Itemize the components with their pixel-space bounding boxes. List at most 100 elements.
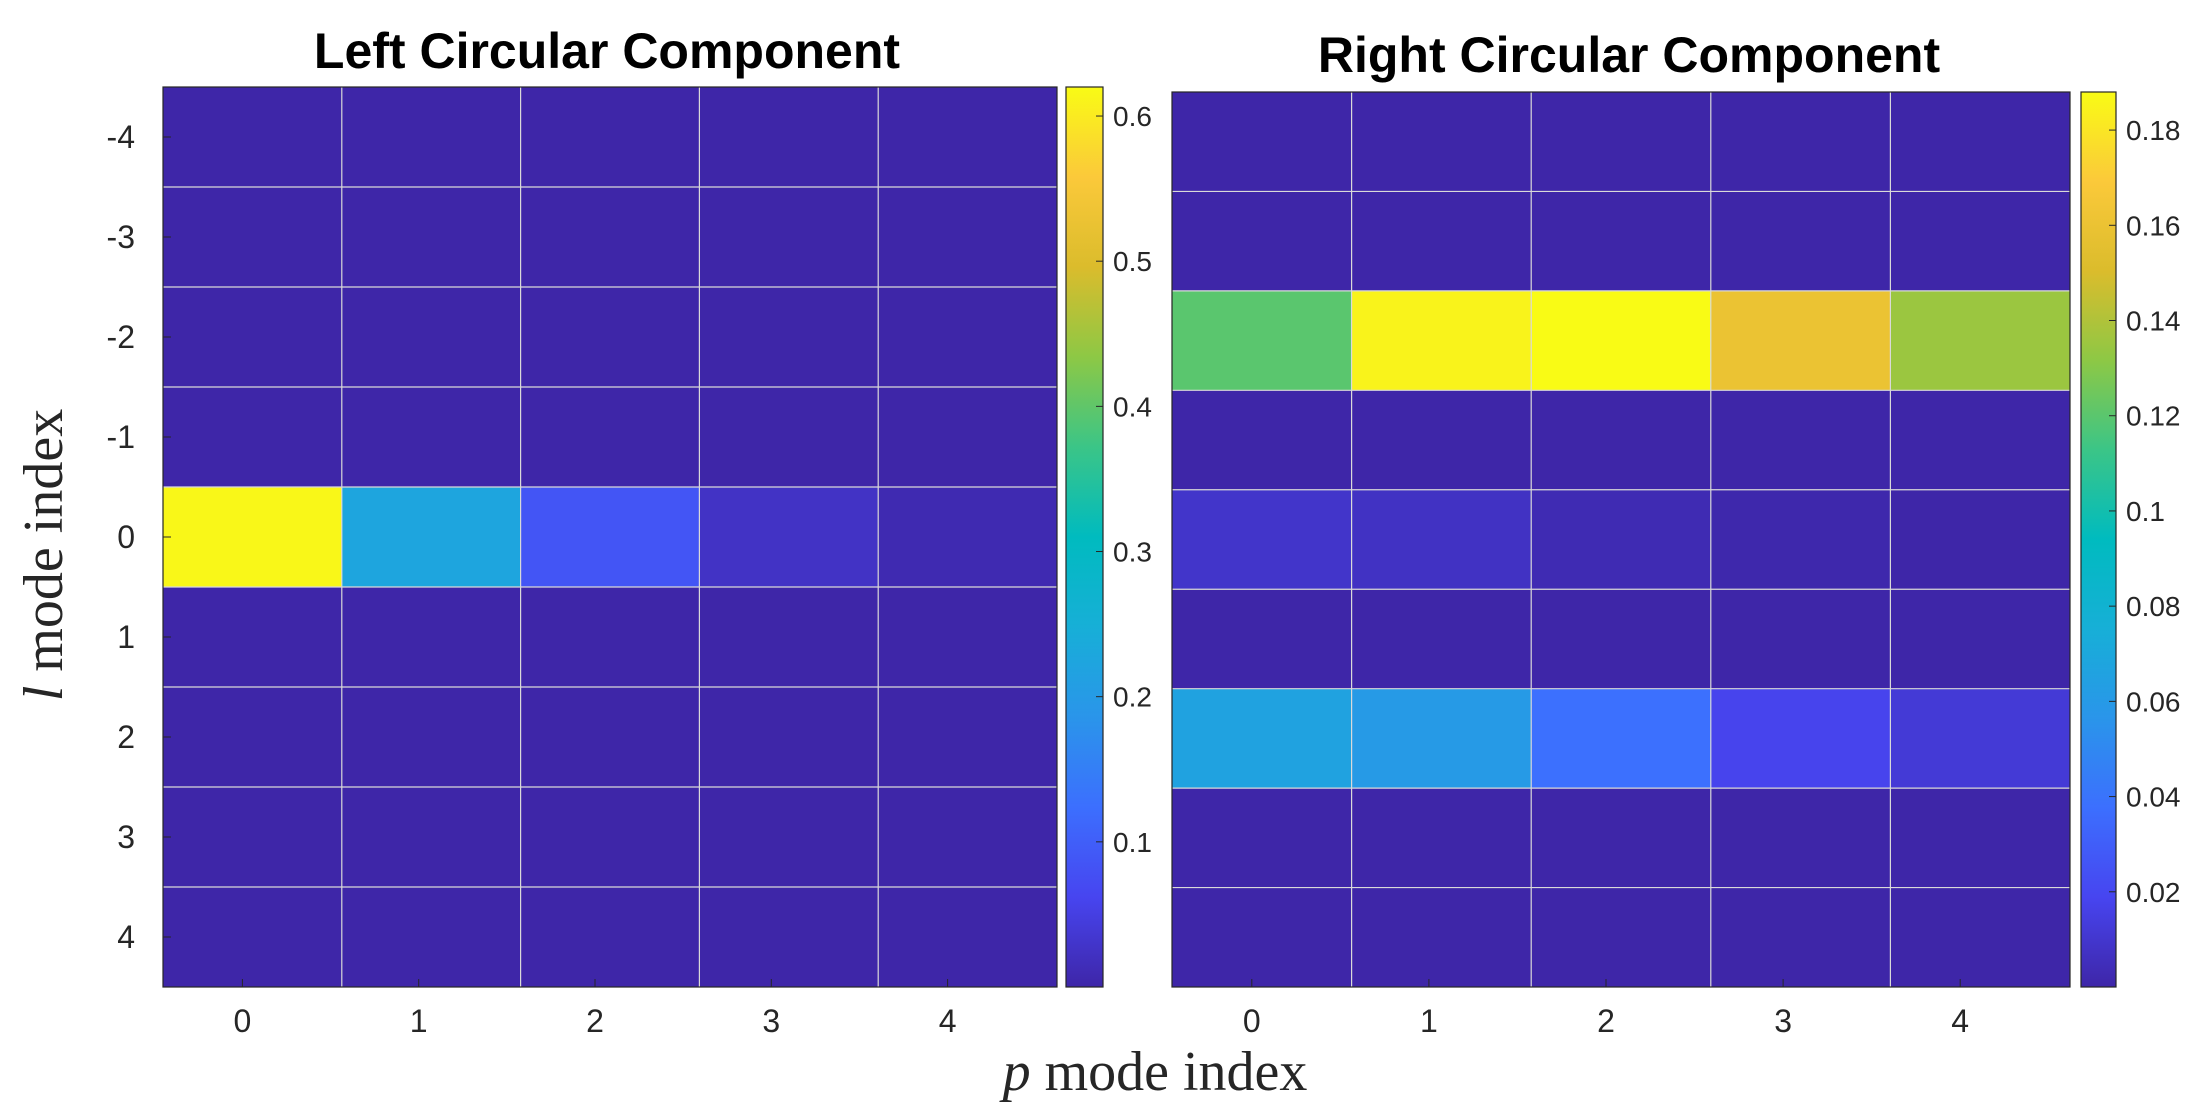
y-tick-label: 3 bbox=[117, 819, 135, 855]
left-heatmap bbox=[162, 86, 1058, 988]
left-chart-title: Left Circular Component bbox=[314, 23, 900, 79]
heatmap-cell bbox=[878, 587, 1058, 688]
heatmap-cell bbox=[341, 687, 522, 788]
heatmap-cell bbox=[1890, 788, 2071, 889]
y-axis-label-var: l bbox=[13, 686, 75, 702]
x-tick-label: 2 bbox=[586, 1003, 604, 1039]
colorbar-gradient bbox=[2081, 92, 2116, 987]
colorbar-tick-label: 0.14 bbox=[2126, 306, 2181, 337]
y-tick-label: 2 bbox=[117, 719, 135, 755]
colorbar-tick-label: 0.6 bbox=[1113, 101, 1152, 132]
heatmap-cell bbox=[1710, 92, 1891, 192]
heatmap-cell bbox=[699, 187, 879, 288]
right-colorbar: 0.02 0.04 0.06 0.08 0.1 0.12 0.14 0.16 0.18 bbox=[2080, 91, 2181, 988]
x-tick-label: 0 bbox=[234, 1003, 252, 1039]
x-tick-label: 1 bbox=[1420, 1003, 1438, 1039]
heatmap-cell bbox=[699, 387, 879, 488]
right-x-tick-labels: 0 1 2 3 4 bbox=[1243, 979, 1969, 1039]
right-heatmap bbox=[1171, 91, 2071, 988]
heatmap-cell bbox=[1531, 290, 1712, 391]
heatmap-cell bbox=[163, 387, 343, 488]
heatmap-cell bbox=[1351, 191, 1532, 292]
x-tick-label: 0 bbox=[1243, 1003, 1261, 1039]
x-tick-label: 3 bbox=[762, 1003, 780, 1039]
colorbar-tick-label: 0.04 bbox=[2126, 782, 2181, 813]
heatmap-cell bbox=[520, 787, 700, 888]
x-axis-label-var: p bbox=[999, 1041, 1031, 1103]
heatmap-cell bbox=[1531, 489, 1712, 590]
heatmap-cell bbox=[163, 487, 343, 588]
heatmap-cell bbox=[878, 287, 1058, 388]
colorbar-tick-label: 0.3 bbox=[1113, 537, 1152, 568]
heatmap-cell bbox=[1890, 390, 2071, 491]
heatmap-cell bbox=[1172, 589, 1353, 690]
heatmap-cell bbox=[699, 487, 879, 588]
x-axis-label: p mode index bbox=[999, 1041, 1308, 1103]
heatmap-cell bbox=[1710, 887, 1891, 988]
heatmap-cell bbox=[341, 487, 522, 588]
heatmap-cell bbox=[878, 187, 1058, 288]
colorbar-tick-label: 0.16 bbox=[2126, 210, 2181, 241]
heatmap-cell bbox=[520, 687, 700, 788]
heatmap-cell bbox=[341, 287, 522, 388]
y-tick-label: 1 bbox=[117, 619, 135, 655]
heatmap-cell bbox=[1351, 290, 1532, 391]
x-tick-label: 2 bbox=[1597, 1003, 1615, 1039]
heatmap-cell bbox=[1351, 489, 1532, 590]
heatmap-cell bbox=[520, 287, 700, 388]
heatmap-cell bbox=[1710, 290, 1891, 391]
heatmap-cell bbox=[1351, 390, 1532, 491]
heatmap-cell bbox=[163, 587, 343, 688]
heatmap-cell bbox=[1351, 92, 1532, 192]
y-tick-label: -1 bbox=[107, 419, 135, 455]
heatmap-cell bbox=[1172, 290, 1353, 391]
heatmap-cell bbox=[699, 287, 879, 388]
heatmap-cell bbox=[1710, 589, 1891, 690]
right-chart-title: Right Circular Component bbox=[1318, 27, 1941, 83]
heatmap-cell bbox=[1351, 688, 1532, 789]
heatmap-cell bbox=[878, 487, 1058, 588]
heatmap-cell bbox=[341, 87, 522, 188]
heatmap-cell bbox=[1890, 489, 2071, 590]
heatmap-cell bbox=[1172, 390, 1353, 491]
x-tick-label: 1 bbox=[410, 1003, 428, 1039]
axes-frame bbox=[1171, 91, 2071, 988]
y-axis-label-text: mode index bbox=[13, 409, 75, 686]
y-tick-label: -3 bbox=[107, 219, 135, 255]
heatmap-cell bbox=[341, 787, 522, 888]
heatmap-cell bbox=[163, 887, 343, 988]
heatmap-cell bbox=[341, 887, 522, 988]
heatmap-cell bbox=[1531, 191, 1712, 292]
colorbar-tick-label: 0.06 bbox=[2126, 686, 2181, 717]
x-tick-label: 4 bbox=[1951, 1003, 1969, 1039]
x-tick-label: 4 bbox=[939, 1003, 957, 1039]
heatmap-cell bbox=[163, 87, 343, 188]
heatmap-cell bbox=[520, 587, 700, 688]
y-tick-label: -2 bbox=[107, 319, 135, 355]
heatmap-cell bbox=[1710, 788, 1891, 889]
heatmap-cell bbox=[1890, 589, 2071, 690]
heatmap-cell bbox=[1890, 887, 2071, 988]
left-y-tick-labels: -4 -3 -2 -1 0 1 2 3 4 bbox=[107, 119, 171, 955]
heatmap-cell bbox=[341, 387, 522, 488]
heatmap-cell bbox=[520, 187, 700, 288]
colorbar-tick-label: 0.1 bbox=[2126, 496, 2165, 527]
heatmap-cell bbox=[1890, 92, 2071, 192]
heatmap-cell bbox=[1351, 887, 1532, 988]
x-tick-label: 3 bbox=[1774, 1003, 1792, 1039]
left-colorbar: 0.1 0.2 0.3 0.4 0.5 0.6 bbox=[1065, 86, 1152, 988]
heatmap-cell bbox=[1172, 788, 1353, 889]
heatmap-cell bbox=[1531, 92, 1712, 192]
heatmap-cell bbox=[1531, 589, 1712, 690]
heatmap-cell bbox=[1890, 688, 2071, 789]
heatmap-cell bbox=[1710, 489, 1891, 590]
heatmap-cell bbox=[520, 387, 700, 488]
heatmap-cell bbox=[878, 687, 1058, 788]
colorbar-tick-label: 0.12 bbox=[2126, 401, 2181, 432]
heatmap-cell bbox=[163, 687, 343, 788]
colorbar-tick-label: 0.08 bbox=[2126, 591, 2181, 622]
colorbar-tick-label: 0.18 bbox=[2126, 115, 2181, 146]
colorbar-tick-label: 0.1 bbox=[1113, 827, 1152, 858]
